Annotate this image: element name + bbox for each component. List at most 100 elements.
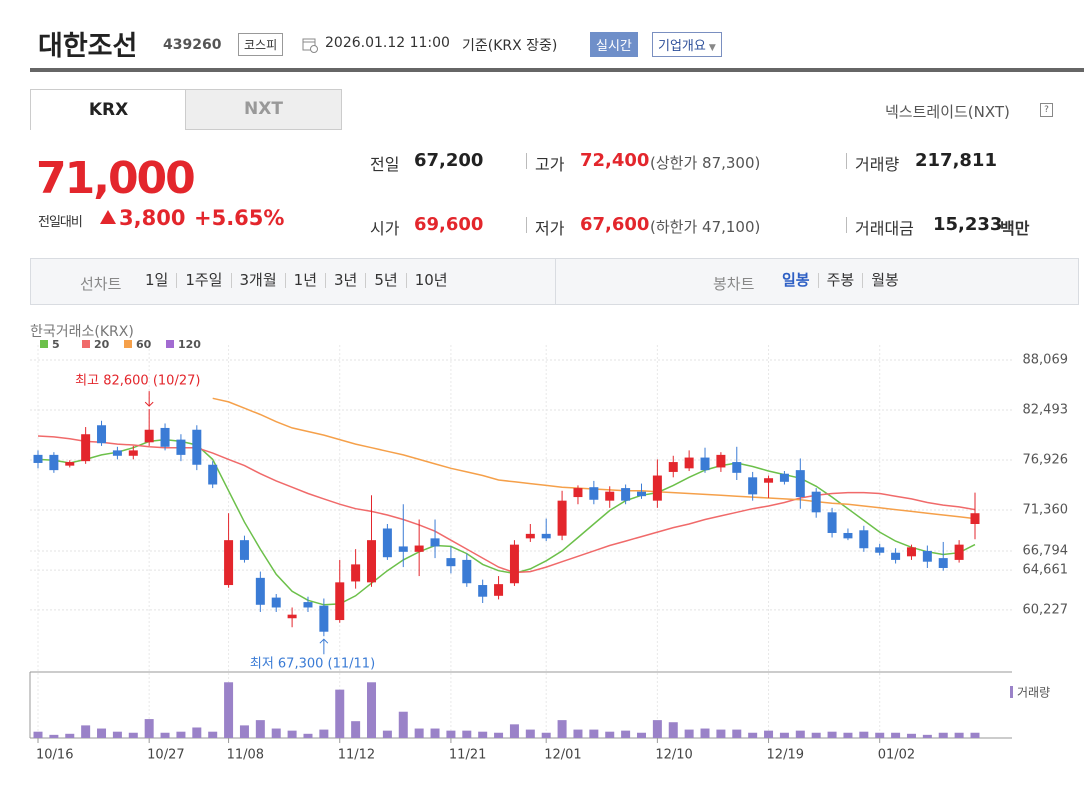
volume-bar (938, 732, 948, 738)
volume-bar (891, 732, 901, 738)
stat-unit: 백만 (1000, 219, 1030, 238)
candle-body (367, 540, 377, 583)
chart-toolbar (30, 258, 1079, 305)
volume-bar (33, 731, 43, 738)
candle-body (684, 457, 694, 469)
candle-body (652, 475, 662, 501)
volume-bar (176, 731, 186, 738)
volume-bar (811, 732, 821, 738)
volume-legend-swatch (1010, 686, 1013, 698)
low-arrow (319, 638, 329, 655)
x-tick-label: 12/10 (655, 748, 692, 763)
period-option[interactable]: 1주일 (176, 273, 230, 288)
candle-body (668, 462, 678, 472)
volume-bar (525, 729, 535, 738)
current-price: 71,000 (36, 153, 196, 204)
candle-body (224, 540, 234, 586)
volume-bar (906, 733, 916, 738)
volume-bar (128, 732, 138, 738)
candle-option[interactable]: 주봉 (817, 273, 863, 288)
volume-bar (462, 730, 472, 738)
x-tick-label: 01/02 (878, 748, 915, 763)
candle-body (335, 582, 345, 621)
toolbar-divider (555, 259, 556, 304)
overview-button[interactable]: 기업개요 ▼ (652, 32, 722, 57)
realtime-button[interactable]: 실시간 (590, 32, 638, 57)
volume-bar (160, 732, 170, 738)
candle-option[interactable]: 일봉 (782, 271, 810, 289)
candle-body (160, 427, 170, 447)
candle-body (541, 533, 551, 539)
time: 2026.01.12 11:00 (325, 35, 450, 51)
stat-extra: (하한가 47,100) (650, 218, 761, 236)
x-tick-label: 12/01 (544, 748, 581, 763)
candle-chart-label: 봉차트 (713, 275, 755, 293)
legend-swatch (124, 340, 132, 348)
line-chart-options: 1일 1주일 3개월 1년 3년 5년 10년 (137, 273, 456, 288)
period-option[interactable]: 3개월 (230, 273, 285, 288)
candle-body (414, 545, 424, 552)
period-option[interactable]: 3년 (325, 273, 365, 288)
period-option[interactable]: 5년 (365, 273, 405, 288)
candle-body (478, 585, 488, 597)
legend-label: 5 (52, 338, 60, 351)
legend-label: 20 (94, 338, 110, 351)
y-tick-label: 88,069 (1023, 353, 1069, 368)
change: 3,800 (119, 206, 186, 230)
legend-swatch (40, 340, 48, 348)
volume-bar (335, 689, 345, 738)
volume-bar (319, 729, 329, 738)
help-icon[interactable]: ? (1040, 103, 1053, 117)
high-arrow (144, 391, 154, 407)
volume-legend-label: 거래량 (1017, 686, 1050, 700)
candle-body (97, 425, 107, 444)
period-option[interactable]: 1일 (145, 271, 169, 289)
high-annotation: 최고 82,600 (10/27) (75, 374, 200, 389)
candle-body (144, 429, 154, 443)
volume-bar (779, 732, 789, 738)
candle-body (192, 429, 202, 465)
volume-bar (700, 728, 710, 738)
legend-label: 120 (178, 338, 201, 351)
stat-extra: (상한가 87,300) (650, 154, 761, 172)
candle-body (398, 546, 408, 552)
volume-bar (509, 724, 519, 738)
x-tick-label: 10/27 (147, 748, 184, 763)
volume-bar (382, 730, 392, 738)
candle-body (573, 488, 583, 498)
period-option[interactable]: 10년 (405, 273, 456, 288)
y-tick-label: 66,794 (1023, 543, 1069, 558)
volume-bar (621, 730, 631, 738)
candle-body (700, 457, 710, 471)
volume-bar (970, 732, 980, 738)
stat-label: 거래량 (855, 155, 900, 174)
volume-bar (922, 734, 932, 738)
header-rule (30, 68, 1084, 72)
candle-body (748, 477, 758, 495)
ma-line (37, 435, 976, 574)
basis: 기준(KRX 장중) (462, 38, 558, 54)
candle-body (287, 614, 297, 619)
candle-option[interactable]: 월봉 (862, 273, 907, 288)
y-tick-label: 71,360 (1023, 502, 1069, 517)
tab-nxt[interactable]: NXT (185, 89, 342, 130)
change-rate: +5.65% (194, 206, 285, 230)
candle-body (430, 538, 440, 547)
volume-bar (764, 730, 774, 738)
candle-body (843, 532, 853, 539)
candle-body (891, 552, 901, 560)
nxt-link[interactable]: 넥스트레이드(NXT) (885, 103, 1010, 121)
volume-bar (843, 732, 853, 738)
volume-bar (636, 732, 646, 738)
volume-bar (605, 731, 615, 738)
stat-label: 저가 (535, 219, 565, 238)
period-option[interactable]: 1년 (284, 273, 325, 288)
candle-body (779, 473, 789, 482)
tab-krx[interactable]: KRX (30, 89, 187, 130)
line-chart-label: 선차트 (80, 275, 122, 293)
volume-bar (303, 733, 313, 738)
candle-body (319, 605, 329, 632)
volume-bar (367, 682, 377, 738)
candle-body (208, 464, 218, 485)
